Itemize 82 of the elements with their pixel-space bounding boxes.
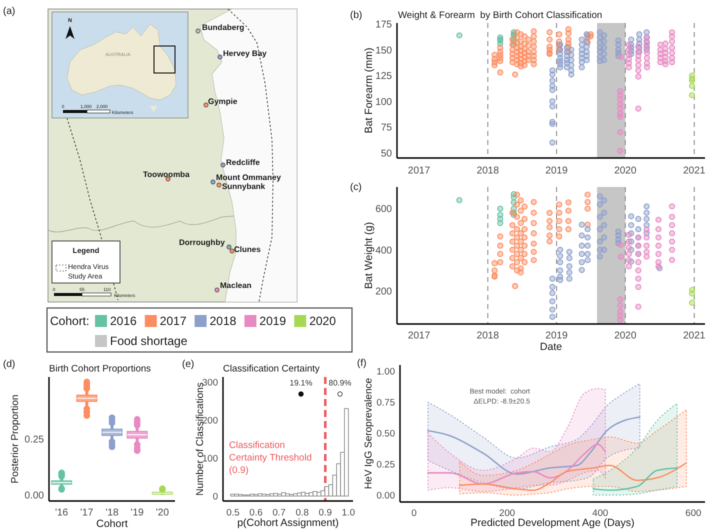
y-tick-label: 0.75 [376, 398, 395, 409]
annotation: 19.1% [290, 378, 312, 388]
text: Maclean [220, 281, 252, 290]
text: Hervey Bay [223, 49, 268, 58]
annotation: 80.9% [328, 378, 352, 388]
x-tick-label: 0.9 [318, 508, 332, 518]
text: Gympie [208, 97, 238, 106]
text: Toowoomba [143, 170, 190, 179]
x-tick-label: 0.8 [296, 508, 309, 518]
y-axis-title: HeV IgG Seroprevalence [364, 377, 374, 490]
y-tick-label: 600 [375, 204, 392, 216]
x-tick-label: 1.0 [342, 508, 355, 518]
legend-label: 2019 [259, 314, 286, 328]
x-tick-label: '17 [80, 508, 94, 518]
y-tick-label: 200 [202, 415, 218, 426]
y-tick-label: 75 [380, 122, 392, 134]
y-tick-label: 400 [375, 245, 392, 256]
y-tick-label: 175 [375, 20, 392, 31]
x-tick-label: 0 [411, 508, 417, 519]
y-tick-label: 1.00 [376, 366, 395, 378]
y-tick-label: 125 [375, 71, 392, 82]
text: (d) [3, 359, 16, 370]
y-tick-label: 0.25 [376, 460, 395, 471]
x-tick-label: 2018 [476, 166, 500, 176]
ref-line-label: Classification Certainty Threshold (0.9) [229, 440, 312, 476]
x-axis-title: Predicted Development Age (Days) [470, 517, 634, 529]
y-tick-label: 100 [202, 454, 218, 465]
x-axis-title: Date [540, 341, 562, 353]
legend-label: 2017 [160, 314, 187, 328]
legend-label: 2020 [309, 314, 336, 328]
text: Redcliffe [226, 158, 260, 167]
x-tick-label: 0.6 [249, 508, 263, 518]
x-tick-label: 2018 [476, 330, 500, 342]
x-tick-label: 0.5 [226, 508, 240, 518]
y-tick-label: 150 [375, 45, 392, 56]
y-tick-label: 0.00 [376, 490, 395, 502]
x-tick-label: 2019 [545, 330, 568, 342]
x-tick-label: 600 [685, 508, 702, 519]
text: Dorroughby [179, 238, 226, 247]
text: Clunes [234, 245, 262, 254]
legend-label: Food shortage [110, 334, 188, 348]
y-tick-label: 50 [380, 148, 392, 160]
x-tick-label: '20 [156, 508, 170, 518]
y-tick-label: 100 [375, 96, 392, 108]
x-tick-label: 2019 [545, 166, 568, 176]
legend-title: Cohort: [50, 314, 90, 328]
x-axis-title: Cohort [96, 518, 128, 530]
text: Sunnybank [222, 182, 266, 191]
text: (f) [357, 358, 366, 369]
x-tick-label: 400 [592, 508, 608, 519]
y-tick-label: 0 [212, 492, 218, 503]
y-axis-title: Bat Weight (g) [363, 222, 375, 289]
legend-label: 2018 [210, 314, 237, 328]
legend-label: 2016 [110, 314, 138, 328]
x-tick-label: '16 [55, 508, 69, 518]
y-tick-label: 300 [202, 377, 218, 388]
chart-title: Classification Certainty [223, 364, 320, 374]
chart-title: Birth Cohort Proportions [49, 364, 152, 374]
y-axis-title: Posterior Proportion [10, 394, 21, 484]
x-tick-label: '18 [105, 508, 119, 518]
x-tick-label: 2020 [614, 330, 637, 342]
text: Mount Ommaney [216, 173, 282, 182]
y-tick-label: 200 [375, 286, 392, 298]
y-tick-label: 0.00 [24, 490, 44, 502]
text: (e) [182, 359, 194, 370]
text: Bundaberg [202, 23, 244, 32]
y-axis-title: Bat Forearm (mm) [363, 48, 375, 134]
y-tick-label: 0.25 [24, 434, 44, 446]
x-tick-label: 2017 [408, 330, 431, 342]
x-tick-label: '19 [130, 508, 144, 518]
x-tick-label: 2021 [683, 166, 706, 176]
x-tick-label: 2021 [683, 330, 706, 342]
x-tick-label: 0.7 [272, 508, 286, 518]
text: (c) [350, 182, 362, 193]
text: (a) [3, 6, 16, 17]
x-tick-label: 2020 [614, 166, 637, 176]
text: (b) [350, 10, 362, 21]
chart-title: Weight & Forearm by Birth Cohort Classification [398, 10, 602, 21]
y-tick-label: 0.50 [376, 428, 395, 440]
x-tick-label: 200 [499, 508, 516, 519]
x-tick-label: 2017 [408, 166, 431, 176]
x-axis-title: p(Cohort Assignment) [237, 517, 339, 529]
